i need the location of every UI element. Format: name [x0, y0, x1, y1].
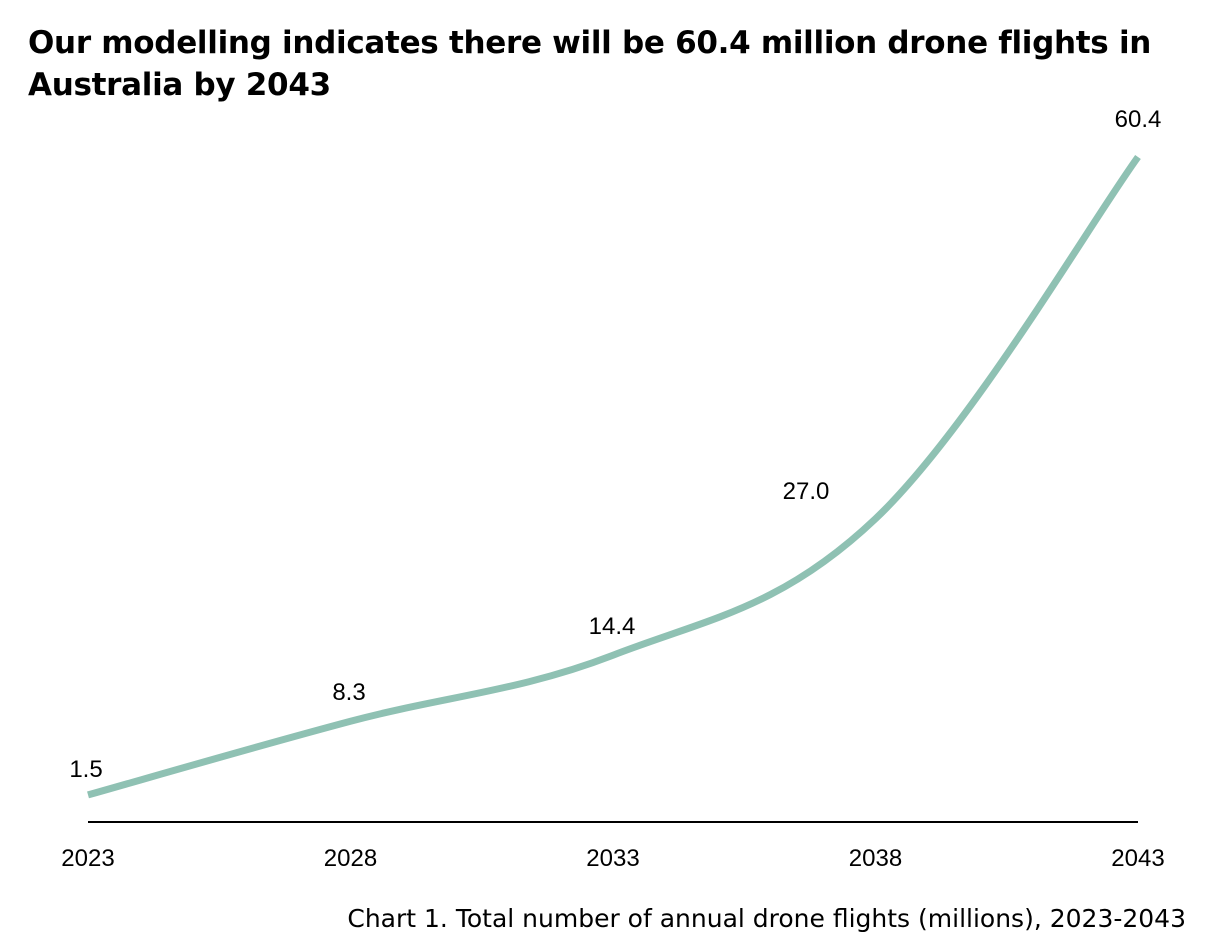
data-label-2038: 27.0 — [783, 478, 830, 505]
x-tick-label-2033: 2033 — [586, 845, 639, 872]
series-line — [87, 154, 1141, 799]
x-tick-label-2023: 2023 — [61, 845, 114, 872]
data-label-2033: 14.4 — [589, 613, 636, 640]
data-label-2043: 60.4 — [1115, 106, 1162, 133]
data-label-2023: 1.5 — [69, 756, 102, 783]
plot-area: 1.5 8.3 14.4 27.0 60.4 2023 2028 2033 2038 2043 — [61, 106, 1164, 872]
chart-caption: Chart 1. Total number of annual drone fl… — [347, 904, 1186, 933]
x-tick-label-2043: 2043 — [1111, 845, 1164, 872]
x-tick-label-2038: 2038 — [849, 845, 902, 872]
chart-title: Our modelling indicates there will be 60… — [28, 25, 1152, 103]
x-tick-label-2028: 2028 — [324, 845, 377, 872]
data-label-2028: 8.3 — [332, 679, 365, 706]
